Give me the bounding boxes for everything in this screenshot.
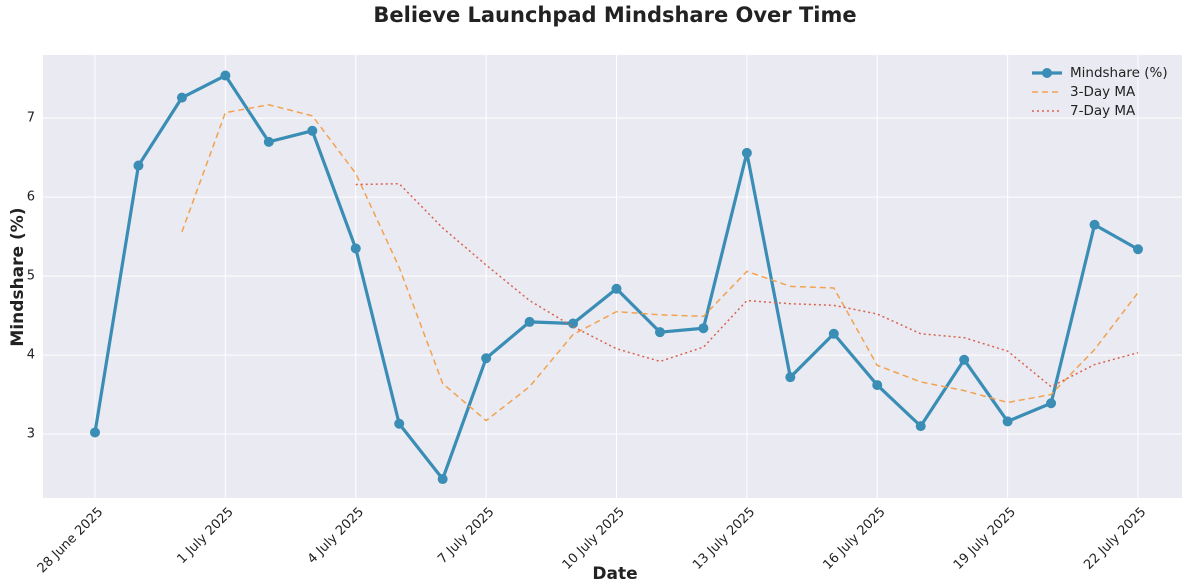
y-tick-label: 5: [27, 269, 35, 284]
chart-title: Believe Launchpad Mindshare Over Time: [373, 3, 856, 27]
data-point: [1089, 219, 1100, 230]
data-point: [915, 421, 926, 432]
data-point: [654, 327, 665, 338]
data-point: [350, 243, 361, 254]
data-point: [568, 318, 579, 329]
x-tick-label: 22 July 2025: [1081, 505, 1149, 573]
x-tick-label: 16 July 2025: [820, 505, 888, 573]
data-point: [220, 70, 231, 81]
data-point: [1046, 398, 1057, 409]
data-point: [959, 354, 970, 365]
data-point: [133, 160, 144, 171]
x-tick-label: 1 July 2025: [174, 505, 236, 567]
data-point: [698, 323, 709, 334]
legend-label: 7-Day MA: [1070, 103, 1136, 119]
data-point: [90, 427, 100, 438]
y-axis-label: Mindshare (%): [8, 207, 28, 346]
x-tick-label: 13 July 2025: [690, 505, 758, 573]
data-point: [524, 316, 535, 327]
x-tick-label: 19 July 2025: [951, 505, 1019, 573]
data-point: [307, 125, 318, 136]
data-point: [611, 283, 622, 294]
series-line: [181, 103, 1139, 422]
x-axis-label: Date: [592, 564, 637, 584]
legend-label: Mindshare (%): [1070, 65, 1168, 81]
y-tick-label: 7: [27, 111, 35, 126]
data-point: [1133, 244, 1143, 255]
y-tick-label: 4: [27, 348, 35, 363]
data-point: [1002, 416, 1013, 427]
data-point: [481, 353, 492, 364]
data-point: [263, 136, 274, 147]
data-point: [741, 147, 752, 158]
x-tick-label: 28 June 2025: [35, 505, 107, 577]
series-line: [355, 182, 1139, 388]
x-tick-label: 7 July 2025: [435, 505, 497, 567]
x-tick-label: 10 July 2025: [560, 505, 628, 573]
data-point: [394, 418, 405, 429]
data-point: [828, 328, 839, 339]
data-point: [176, 92, 187, 103]
data-point: [437, 474, 448, 485]
y-tick-label: 3: [27, 427, 35, 442]
y-tick-label: 6: [27, 190, 35, 205]
legend-marker: [1042, 68, 1052, 78]
legend-label: 3-Day MA: [1070, 84, 1136, 100]
data-point: [872, 380, 883, 391]
data-point: [785, 372, 796, 383]
x-tick-label: 4 July 2025: [305, 505, 367, 567]
